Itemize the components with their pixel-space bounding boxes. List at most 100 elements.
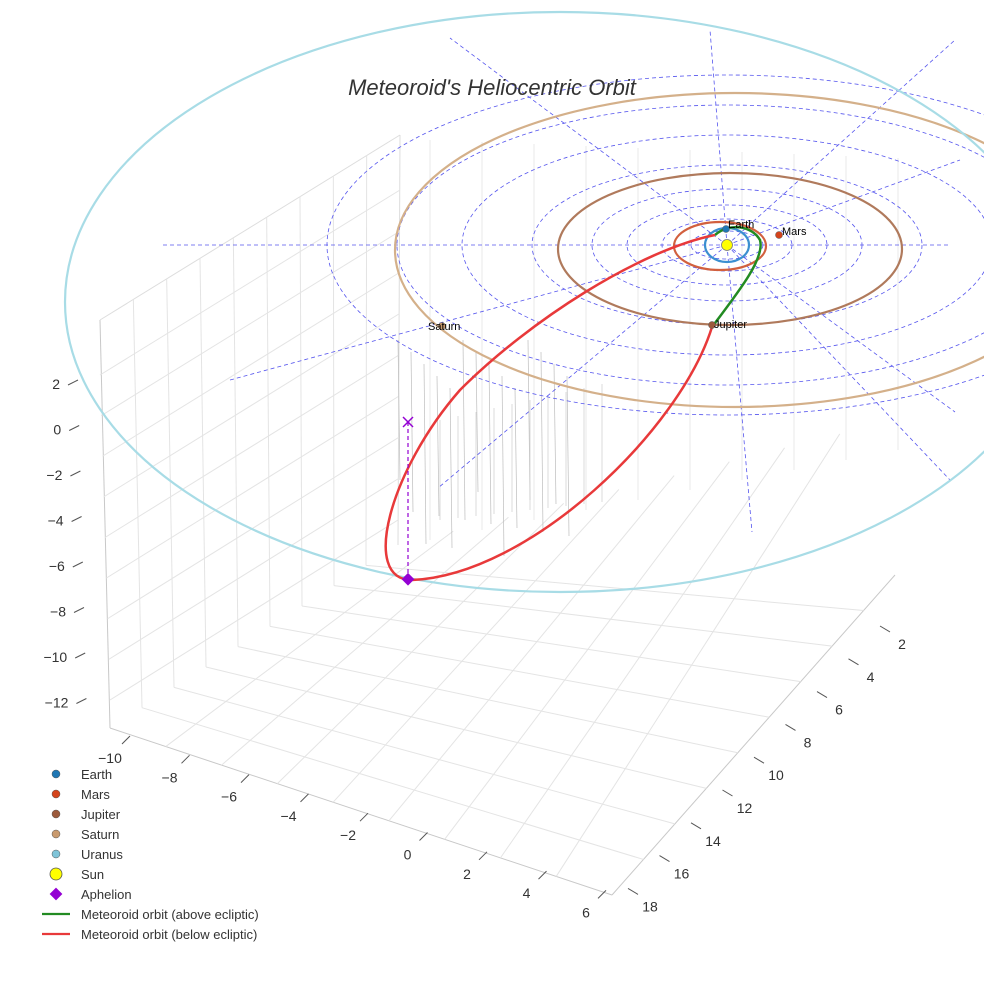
y-tick-label: 8 xyxy=(804,734,812,750)
x-tick xyxy=(300,793,309,803)
planet-markers: Earth Mars Jupiter Saturn xyxy=(428,219,807,333)
y-tick-label: 18 xyxy=(642,898,658,914)
saturn-orbit xyxy=(394,91,984,409)
x-tick xyxy=(240,774,250,783)
grid-line xyxy=(237,646,738,754)
z-tick-label: −4 xyxy=(48,513,64,529)
drop-line xyxy=(566,375,570,537)
legend-swatch xyxy=(51,809,61,819)
legend-swatch xyxy=(51,829,61,839)
x-tick xyxy=(597,890,607,899)
legend-item: Jupiter xyxy=(51,807,121,822)
z-tick xyxy=(73,607,85,613)
legend-item: Uranus xyxy=(51,847,123,862)
z-tick-label: 2 xyxy=(52,376,60,392)
polar-grid xyxy=(160,29,984,533)
grid-line xyxy=(221,516,509,766)
legend-swatch xyxy=(51,789,61,799)
legend-swatch xyxy=(49,867,63,881)
box-edge xyxy=(397,134,401,546)
polar-spoke xyxy=(726,244,753,533)
aphelion-projection-marker xyxy=(402,416,414,428)
box-edge xyxy=(611,574,896,896)
drop-line xyxy=(462,339,466,521)
drop-lines xyxy=(397,339,603,557)
mars-marker xyxy=(775,231,783,239)
z-tick xyxy=(71,516,82,522)
polar-spoke xyxy=(726,244,956,413)
legend-label: Saturn xyxy=(81,827,119,842)
legend-swatch xyxy=(51,849,61,859)
mars-label: Mars xyxy=(782,226,807,238)
legend-label: Mars xyxy=(81,787,110,802)
z-tick-label: 0 xyxy=(53,422,61,438)
uranus-orbit xyxy=(64,10,984,594)
grid-line xyxy=(109,519,399,701)
grid-line xyxy=(100,230,401,417)
polar-spoke xyxy=(229,244,728,381)
drop-line xyxy=(436,375,440,517)
x-tick-label: −4 xyxy=(281,808,297,824)
jupiter-label: Jupiter xyxy=(714,319,747,331)
y-tick xyxy=(690,822,702,830)
grid-line xyxy=(266,217,271,627)
grid-line xyxy=(332,489,620,803)
z-tick-label: −10 xyxy=(43,649,67,665)
legend-swatch xyxy=(51,769,61,779)
legend-label: Meteoroid orbit (below ecliptic) xyxy=(81,927,257,942)
legend-label: Jupiter xyxy=(81,807,121,822)
y-tick xyxy=(659,855,670,863)
z-tick xyxy=(72,561,84,568)
grid-line xyxy=(108,478,399,660)
z-tick xyxy=(76,698,87,704)
x-tick-label: 6 xyxy=(582,904,590,920)
y-tick-label: 14 xyxy=(705,833,721,849)
legend-item: Aphelion xyxy=(49,887,132,902)
x-tick xyxy=(538,870,547,880)
y-tick xyxy=(816,691,828,699)
grid-line xyxy=(105,395,400,579)
legend-item: Meteoroid orbit (above ecliptic) xyxy=(42,907,259,922)
drop-line xyxy=(501,375,505,557)
legend-label: Sun xyxy=(81,867,104,882)
x-tick-label: 2 xyxy=(463,866,471,882)
drop-line xyxy=(514,387,518,529)
x-tick xyxy=(359,812,369,822)
y-tick xyxy=(848,658,859,666)
grid-line xyxy=(365,564,864,612)
polar-spoke xyxy=(709,29,728,246)
legend: Earth Mars Jupiter Saturn Uranus Sun Aphelion M… xyxy=(42,767,259,942)
polar-spoke xyxy=(726,39,956,246)
saturn-label: Saturn xyxy=(428,321,460,333)
polar-spoke xyxy=(726,159,961,246)
legend-item: Mars xyxy=(51,787,110,802)
z-tick-label: −12 xyxy=(45,695,69,711)
x-tick xyxy=(419,832,428,841)
z-tick-label: −2 xyxy=(46,467,62,483)
grid-line xyxy=(104,354,400,538)
x-tick-label: 0 xyxy=(404,847,412,863)
y-tick-label: 6 xyxy=(835,702,843,718)
z-tick-label: −8 xyxy=(50,604,66,620)
legend-label: Aphelion xyxy=(81,887,132,902)
grid-line xyxy=(444,461,730,840)
grid-line xyxy=(232,237,239,647)
grid-line xyxy=(141,707,644,860)
grid-line xyxy=(269,625,770,718)
grid-line xyxy=(388,475,675,822)
legend-label: Uranus xyxy=(81,847,123,862)
grid-line xyxy=(99,189,401,376)
jupiter-orbit xyxy=(556,171,904,327)
legend-label: Meteoroid orbit (above ecliptic) xyxy=(81,907,259,922)
grid-line xyxy=(301,605,801,683)
aphelion-x xyxy=(402,416,414,428)
grid-line xyxy=(205,666,707,789)
grid-line xyxy=(107,437,399,620)
aphelion-marker xyxy=(401,572,415,586)
z-tick-label: −6 xyxy=(49,558,65,574)
axes-box xyxy=(99,134,896,896)
x-tick xyxy=(181,754,190,764)
y-tick xyxy=(785,723,796,731)
grid-line xyxy=(103,313,400,498)
grid-line xyxy=(166,278,175,688)
